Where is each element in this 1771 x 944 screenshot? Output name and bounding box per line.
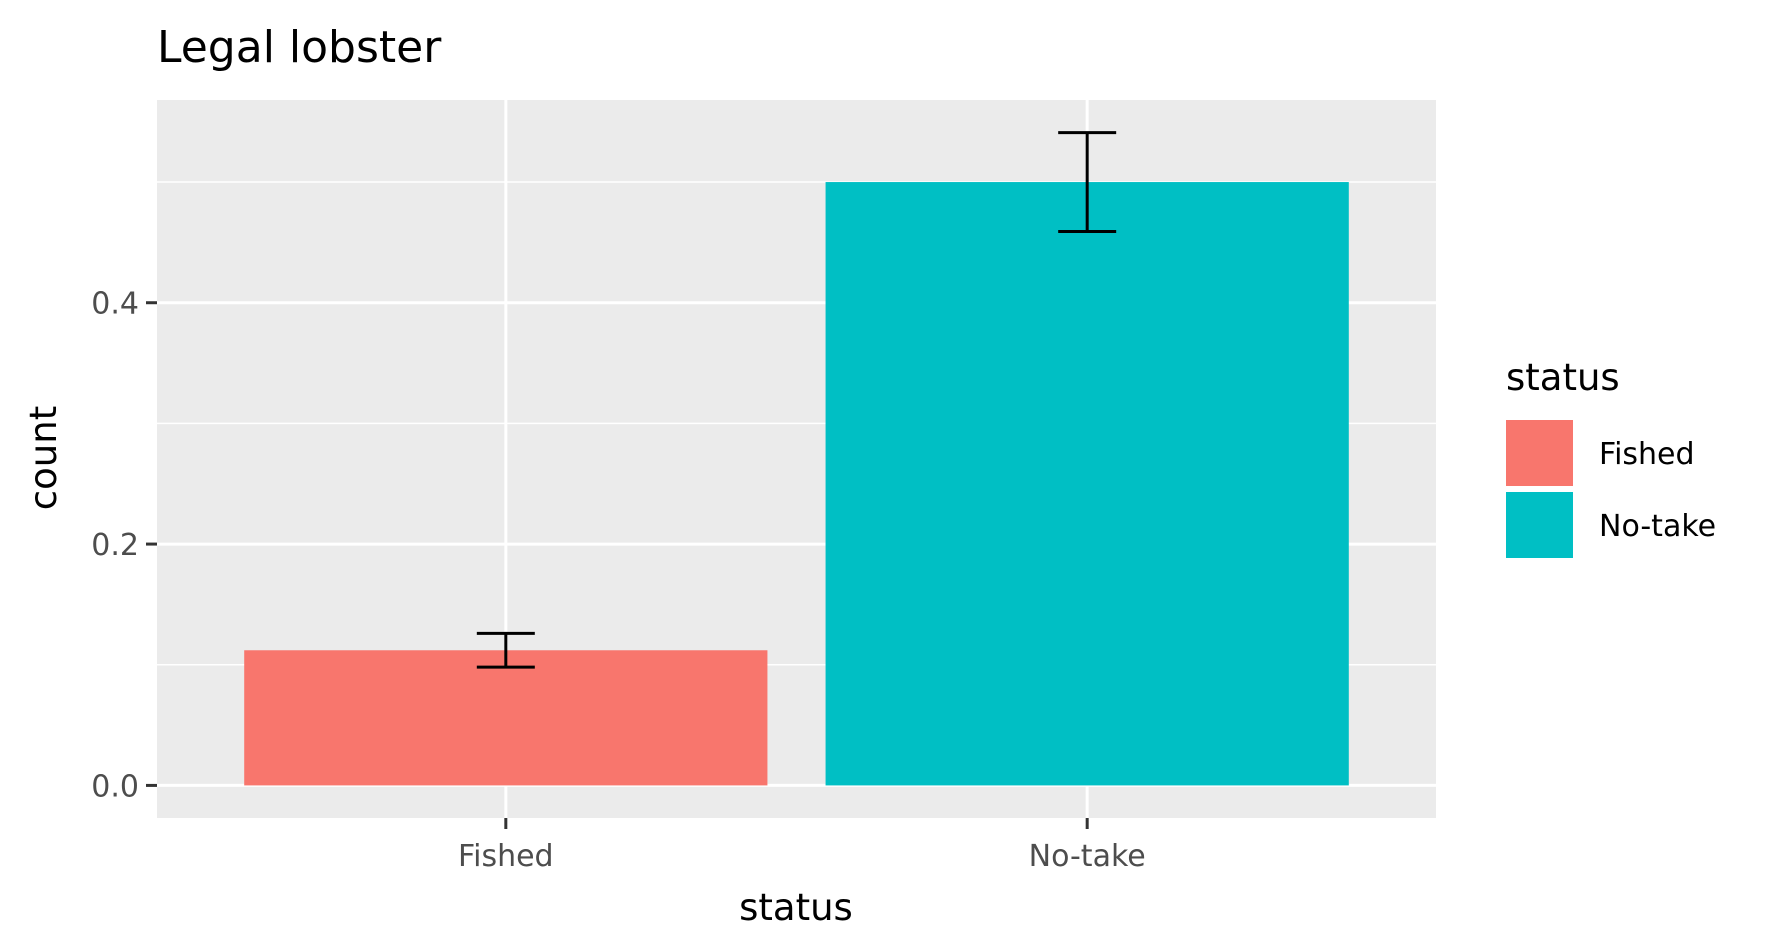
y-tick-label: 0.4 [91, 287, 139, 322]
chart-title: Legal lobster [157, 22, 442, 73]
y-axis: 0.0 0.2 0.4 [91, 287, 157, 804]
y-tick-label: 0.2 [91, 528, 139, 563]
x-axis: Fished No-take [458, 818, 1146, 874]
legend-items: Fished No-take [1506, 420, 1716, 558]
x-tick-label: No-take [1029, 839, 1146, 874]
legend-title: status [1506, 356, 1620, 399]
legend-label: Fished [1599, 437, 1695, 472]
bar-fished [244, 650, 768, 786]
y-tick-label: 0.0 [91, 769, 139, 804]
legend-swatch [1506, 420, 1573, 486]
legend: status Fished No-take [1506, 356, 1716, 558]
x-tick-label: Fished [458, 839, 554, 874]
legend-label: No-take [1599, 509, 1716, 544]
bars [244, 182, 1349, 786]
x-axis-title: status [739, 886, 853, 929]
legend-swatch [1506, 492, 1573, 558]
y-axis-title: count [22, 406, 65, 510]
error-bars [476, 131, 1117, 669]
bar-no-take [825, 182, 1349, 786]
